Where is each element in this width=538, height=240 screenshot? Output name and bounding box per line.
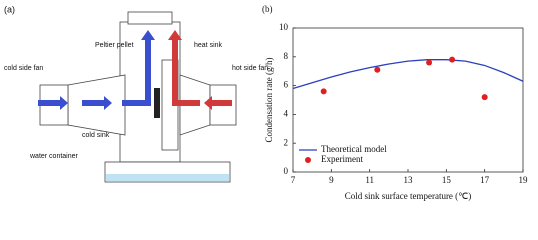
- figure: (a) Peltier pellet heat sink cold side f…: [4, 4, 528, 201]
- label: water container: [29, 153, 79, 160]
- panel-label: (a): [4, 4, 15, 14]
- water: [106, 174, 229, 181]
- point: [320, 88, 327, 95]
- line: [292, 59, 524, 90]
- y-tick-label: 0: [284, 166, 289, 176]
- label: heat sink: [194, 42, 223, 49]
- label: Peltier pellet: [95, 42, 134, 49]
- y-axis-label: Condensation rate (g/h): [264, 58, 274, 143]
- legend-swatch: [305, 157, 311, 163]
- chart: (b) Cold sink surface temperature (℃) Co…: [262, 4, 528, 201]
- x-tick-label: 13: [404, 175, 414, 185]
- y-tick-label: 6: [284, 80, 289, 90]
- point: [374, 66, 381, 73]
- legend-label: Theoretical model: [321, 144, 387, 154]
- y-tick-label: 4: [284, 108, 289, 118]
- x-tick-label: 19: [519, 175, 529, 185]
- y-tick-label: 8: [284, 51, 289, 61]
- top-cap: [127, 11, 173, 25]
- panel-label: (b): [262, 4, 273, 14]
- x-tick-label: 17: [480, 175, 490, 185]
- label: hot side fan: [232, 65, 268, 72]
- y-tick-label: 2: [284, 137, 289, 147]
- x-tick-label: 7: [291, 175, 296, 185]
- x-tick-label: 15: [442, 175, 452, 185]
- point: [481, 94, 488, 101]
- point: [449, 56, 456, 63]
- label: cold sink: [82, 132, 110, 139]
- x-axis-label: Cold sink surface temperature (℃): [345, 191, 472, 201]
- x-tick-label: 9: [329, 175, 334, 185]
- x-tick-label: 11: [365, 175, 374, 185]
- hot-arrows: [168, 30, 232, 110]
- diagram: (a) Peltier pellet heat sink cold side f…: [4, 4, 268, 183]
- label: cold side fan: [4, 65, 43, 72]
- peltier: [154, 88, 160, 118]
- legend-label: Experiment: [321, 154, 363, 164]
- cold-arrows: [38, 30, 155, 110]
- point: [426, 59, 433, 66]
- y-tick-label: 10: [279, 22, 289, 32]
